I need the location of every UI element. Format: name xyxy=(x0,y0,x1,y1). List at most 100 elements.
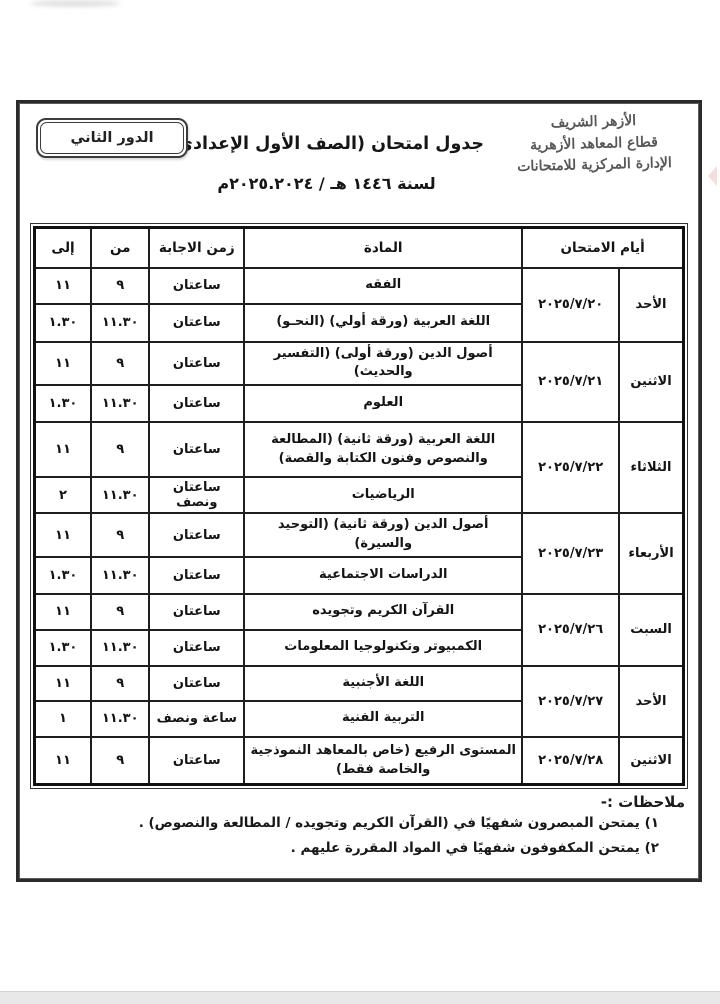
exam-to: ٢ xyxy=(33,476,92,515)
exam-subject: الدراسات الاجتماعية xyxy=(243,555,524,595)
page-subtitle: لسنة ١٤٤٦ هـ / ٢٠٢٥.٢٠٢٤م xyxy=(217,174,436,193)
exam-date: ٢٠٢٥/٧/٢٧ xyxy=(521,664,621,738)
exam-subject: اللغة العربية (ورقة أولي) (النحـو) xyxy=(243,302,524,343)
exam-subject: المستوى الرفيع (خاص بالمعاهد النموذجية و… xyxy=(243,735,524,786)
exam-day: الأحد xyxy=(618,266,685,343)
exam-from: ١١.٣٠ xyxy=(89,555,151,595)
exam-day: الأربعاء xyxy=(618,512,685,595)
note-item-1: ١) يمتحن المبصرون شفهيًا في (القرآن الكر… xyxy=(138,815,659,832)
exam-to: ١.٣٠ xyxy=(33,302,92,343)
exam-to: ١.٣٠ xyxy=(33,628,92,667)
header-subject: المادة xyxy=(243,226,524,269)
exam-day: الاثنين xyxy=(618,735,685,786)
exam-from: ٩ xyxy=(89,664,151,702)
exam-subject: التربية الفنية xyxy=(243,699,524,738)
exam-duration: ساعتان xyxy=(148,421,246,479)
exam-subject: اللغة الأجنبية xyxy=(243,664,524,702)
exam-from: ٩ xyxy=(89,266,151,305)
table-row: الأحد ٢٠٢٥/٧/٢٠ الفقه ساعتان ٩ ١١ xyxy=(33,266,685,343)
org-line-3: الإدارة المركزية للامتحانات xyxy=(517,155,673,176)
exam-from: ٩ xyxy=(89,735,151,786)
table-row: التربية الفنية ساعة ونصف ١١.٣٠ ١ xyxy=(33,699,684,738)
table-row: اللغة العربية (ورقة أولي) (النحـو) ساعتا… xyxy=(33,302,684,343)
document-frame: الأزهر الشريف قطاع المعاهد الأزهرية الإد… xyxy=(16,100,702,882)
title-block: جدول امتحان (الصف الأول الإعدادي) لسنة ١… xyxy=(140,134,513,193)
exam-date: ٢٠٢٥/٧/٢٢ xyxy=(521,421,621,515)
notes-heading: ملاحظات :- xyxy=(600,793,685,812)
exam-date: ٢٠٢٥/٧/٢١ xyxy=(521,340,621,424)
exam-duration: ساعتان ونصف xyxy=(148,476,246,515)
exam-duration: ساعتان xyxy=(148,266,246,305)
exam-to: ١١ xyxy=(33,512,92,558)
exam-duration: ساعتان xyxy=(148,512,246,558)
exam-day: الأحد xyxy=(618,664,685,738)
org-letterhead: الأزهر الشريف قطاع المعاهد الأزهرية الإد… xyxy=(493,109,695,179)
exam-subject: العلوم xyxy=(243,384,524,424)
exam-duration: ساعتان xyxy=(148,302,246,343)
exam-to: ١ xyxy=(33,699,92,738)
document-frame-inner: الأزهر الشريف قطاع المعاهد الأزهرية الإد… xyxy=(19,103,699,879)
table-row: الكمبيوتر وتكنولوجيا المعلومات ساعتان ١١… xyxy=(33,628,684,667)
round-badge-label: الدور الثاني xyxy=(40,122,184,154)
exam-date: ٢٠٢٥/٧/٢٦ xyxy=(521,592,621,667)
page-title: جدول امتحان (الصف الأول الإعدادي) xyxy=(168,134,485,154)
round-badge: الدور الثاني xyxy=(36,118,188,158)
table-row: الاثنين ٢٠٢٥/٧/٢٨ المستوى الرفيع (خاص با… xyxy=(33,735,685,786)
exam-from: ٩ xyxy=(89,512,151,558)
exam-date: ٢٠٢٥/٧/٢٠ xyxy=(521,266,621,343)
exam-subject: الفقه xyxy=(243,266,524,305)
exam-day: الاثنين xyxy=(618,340,685,424)
exam-duration: ساعتان xyxy=(148,628,246,667)
exam-from: ١١.٣٠ xyxy=(89,628,151,667)
exam-from: ١١.٣٠ xyxy=(89,384,151,424)
exam-schedule-table: أيام الامتحان المادة زمن الاجابة من إلى … xyxy=(30,222,688,790)
exam-subject: الرياضيات xyxy=(243,476,524,515)
exam-to: ١١ xyxy=(33,266,92,305)
exam-to: ١.٣٠ xyxy=(33,555,92,595)
exam-to: ١١ xyxy=(33,340,92,387)
exam-from: ١١.٣٠ xyxy=(89,699,151,738)
notes-section: ملاحظات :- ١) يمتحن المبصرون شفهيًا في (… xyxy=(20,786,698,860)
table-row: الرياضيات ساعتان ونصف ١١.٣٠ ٢ xyxy=(33,476,684,515)
table-header-row: أيام الامتحان المادة زمن الاجابة من إلى xyxy=(33,226,685,269)
exam-duration: ساعتان xyxy=(148,664,246,702)
table-row: الأحد ٢٠٢٥/٧/٢٧ اللغة الأجنبية ساعتان ٩ … xyxy=(33,664,685,738)
table-row: الاثنين ٢٠٢٥/٧/٢١ أصول الدين (ورقة أولى)… xyxy=(33,340,685,424)
exam-duration: ساعة ونصف xyxy=(148,699,246,738)
exam-from: ٩ xyxy=(89,592,151,631)
exam-subject: اللغة العربية (ورقة ثانية) (المطالعة وال… xyxy=(243,421,524,479)
table-row: الثلاثاء ٢٠٢٥/٧/٢٢ اللغة العربية (ورقة ث… xyxy=(33,421,685,515)
exam-day: الثلاثاء xyxy=(618,421,685,515)
header-to: إلى xyxy=(33,226,92,269)
exam-duration: ساعتان xyxy=(148,384,246,424)
exam-subject: أصول الدين (ورقة أولى) (التفسير والحديث) xyxy=(243,340,524,387)
header-from: من xyxy=(89,226,151,269)
photo-artifact-smudge xyxy=(30,0,120,7)
exam-subject: الكمبيوتر وتكنولوجيا المعلومات xyxy=(243,628,524,667)
photo-artifact-mark xyxy=(708,166,717,186)
exam-date: ٢٠٢٥/٧/٢٣ xyxy=(521,512,621,595)
exam-subject: أصول الدين (ورقة ثانية) (التوحيد والسيرة… xyxy=(243,512,524,558)
note-item-2: ٢) يمتحن المكفوفون شفهيًا في المواد المق… xyxy=(290,839,659,856)
exam-subject: القرآن الكريم وتجويده xyxy=(243,592,524,631)
exam-from: ٩ xyxy=(89,421,151,479)
exam-to: ١١ xyxy=(33,421,92,479)
exam-to: ١.٣٠ xyxy=(33,384,92,424)
exam-duration: ساعتان xyxy=(148,340,246,387)
document-header: الأزهر الشريف قطاع المعاهد الأزهرية الإد… xyxy=(20,104,698,226)
exam-from: ١١.٣٠ xyxy=(89,476,151,515)
exam-duration: ساعتان xyxy=(148,592,246,631)
exam-from: ١١.٣٠ xyxy=(89,302,151,343)
table-row: العلوم ساعتان ١١.٣٠ ١.٣٠ xyxy=(33,384,684,424)
header-duration: زمن الاجابة xyxy=(148,226,246,269)
exam-duration: ساعتان xyxy=(148,735,246,786)
header-exam-days: أيام الامتحان xyxy=(521,226,685,269)
exam-duration: ساعتان xyxy=(148,555,246,595)
exam-to: ١١ xyxy=(33,592,92,631)
exam-day: السبت xyxy=(618,592,685,667)
exam-to: ١١ xyxy=(33,735,92,786)
exam-from: ٩ xyxy=(89,340,151,387)
table-row: السبت ٢٠٢٥/٧/٢٦ القرآن الكريم وتجويده سا… xyxy=(33,592,685,667)
exam-to: ١١ xyxy=(33,664,92,702)
